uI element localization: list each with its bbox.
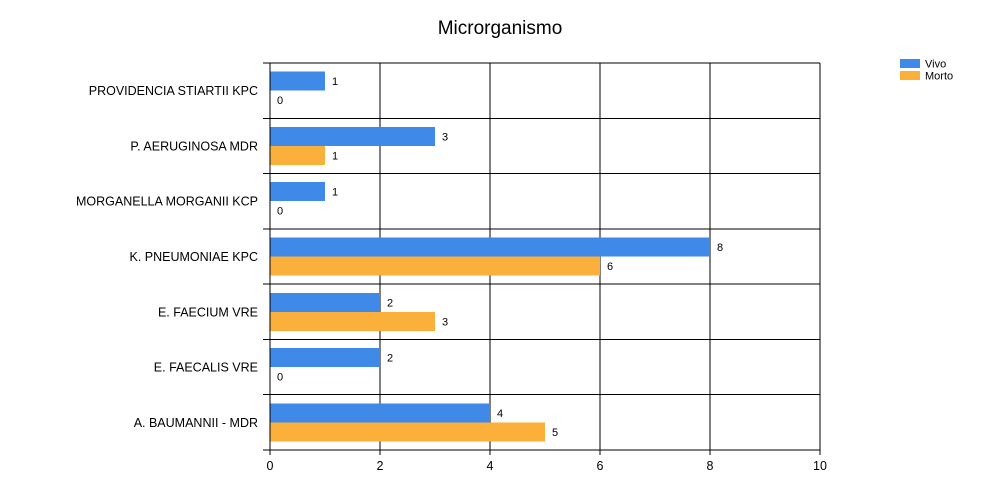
data-label: 4 bbox=[497, 408, 503, 420]
x-tick-label: 0 bbox=[267, 459, 274, 473]
category-label: E. FAECIUM VRE bbox=[158, 305, 258, 319]
bar-vivo bbox=[270, 292, 380, 312]
data-label: 1 bbox=[332, 76, 338, 88]
bar-vivo bbox=[270, 182, 325, 202]
data-label: 0 bbox=[277, 372, 283, 384]
category-label: MORGANELLA MORGANII KCP bbox=[76, 195, 258, 209]
x-tick-label: 10 bbox=[813, 459, 827, 473]
data-label: 0 bbox=[277, 95, 283, 107]
data-label: 5 bbox=[552, 427, 558, 439]
data-label: 2 bbox=[387, 297, 393, 309]
legend-swatch-vivo bbox=[900, 59, 920, 68]
category-label: PROVIDENCIA STIARTII KPC bbox=[89, 84, 258, 98]
x-tick-label: 6 bbox=[597, 459, 604, 473]
bar-morto bbox=[270, 145, 325, 165]
category-label: K. PNEUMONIAE KPC bbox=[130, 250, 259, 264]
bar-morto bbox=[270, 256, 600, 276]
category-label: E. FAECALIS VRE bbox=[154, 361, 258, 375]
data-label: 2 bbox=[387, 353, 393, 365]
bar-vivo bbox=[270, 71, 325, 91]
data-label: 1 bbox=[332, 187, 338, 199]
bar-vivo bbox=[270, 403, 490, 423]
legend-label-morto: Morto bbox=[925, 71, 953, 83]
category-label: A. BAUMANNII - MDR bbox=[134, 416, 258, 430]
chart-title: Microrganismo bbox=[438, 18, 563, 39]
bar-vivo bbox=[270, 237, 710, 257]
data-label: 3 bbox=[442, 316, 448, 328]
legend-label-vivo: Vivo bbox=[925, 59, 946, 71]
data-label: 0 bbox=[277, 206, 283, 218]
bars bbox=[270, 71, 710, 442]
data-label: 6 bbox=[607, 261, 613, 273]
category-label: P. AERUGINOSA MDR bbox=[130, 139, 258, 153]
x-tick-label: 4 bbox=[487, 459, 494, 473]
bar-morto bbox=[270, 422, 545, 442]
data-label: 1 bbox=[332, 150, 338, 162]
data-label: 3 bbox=[442, 131, 448, 143]
bar-vivo bbox=[270, 348, 380, 368]
legend-swatch-morto bbox=[900, 71, 920, 80]
bar-vivo bbox=[270, 126, 435, 146]
x-tick-label: 8 bbox=[707, 459, 714, 473]
x-tick-label: 2 bbox=[377, 459, 384, 473]
data-label: 8 bbox=[717, 242, 723, 254]
bar-morto bbox=[270, 311, 435, 331]
